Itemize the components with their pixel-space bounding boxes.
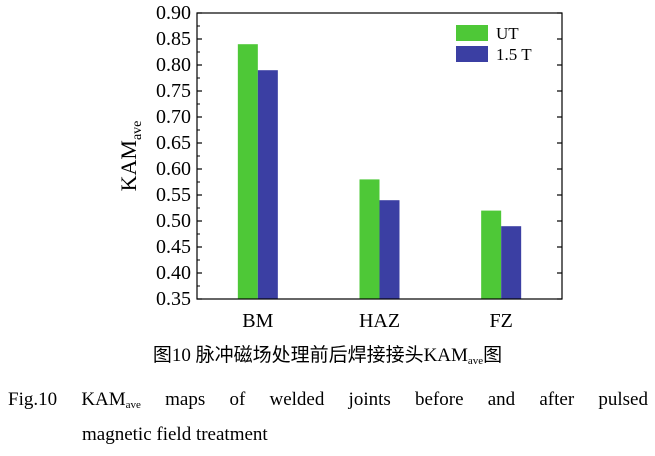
y-tick-label: 0.50 [156, 210, 191, 232]
legend-swatch-1 [456, 25, 488, 41]
caption-word: before [414, 389, 464, 410]
bar-bm-series-1 [237, 44, 258, 300]
legend-label-2: 1.5 T [496, 45, 532, 64]
bar-fz-series-1 [481, 210, 502, 299]
caption-en-line-1: Fig.10 KAMave maps of welded joints befo… [8, 385, 648, 420]
caption-word: welded [269, 389, 325, 410]
y-tick-label: 0.90 [156, 2, 191, 24]
y-tick-label: 0.55 [156, 184, 191, 206]
x-tick-label: FZ [489, 310, 512, 332]
caption-word: of [229, 389, 246, 410]
caption-en-subscript: ave [125, 399, 141, 411]
caption-word: maps [165, 389, 206, 410]
figure-caption-chinese: 图10 脉冲磁场处理前后焊接接头KAMave图 [0, 343, 655, 374]
legend-swatch-2 [456, 46, 488, 62]
caption-word: after [539, 389, 575, 410]
bar-fz-series-2 [501, 226, 522, 299]
bar-chart: BM HAZ FZ 0.35 0.40 0.45 0.50 0.55 0.60 0.65 0.70 0… [116, 2, 563, 332]
y-tick-label: 0.60 [156, 158, 191, 180]
caption-word: pulsed [598, 389, 648, 410]
y-tick-label: 0.35 [156, 288, 191, 310]
y-tick-label: 0.65 [156, 132, 191, 154]
caption-word: and [487, 389, 516, 410]
bar-bm-series-2 [257, 70, 278, 299]
x-tick-label: BM [242, 310, 273, 332]
caption-word: Fig.10 [8, 389, 58, 410]
y-tick-label: 0.75 [156, 80, 191, 102]
y-tick-label: 0.70 [156, 106, 191, 128]
caption-cn-text: 图10 脉冲磁场处理前后焊接接头KAM [152, 345, 468, 366]
y-tick-label: 0.40 [156, 262, 191, 284]
x-tick-label: HAZ [359, 310, 400, 332]
bar-haz-series-1 [359, 179, 380, 299]
caption-word: KAMave [81, 389, 141, 411]
y-tick-label: 0.45 [156, 236, 191, 258]
caption-word: joints [348, 389, 391, 410]
legend-label-1: UT [496, 24, 519, 43]
bar-haz-series-2 [379, 200, 400, 299]
y-tick-label: 0.85 [156, 28, 191, 50]
y-axis-label: KAMave [116, 121, 145, 192]
figure-caption-english: Fig.10 KAMave maps of welded joints befo… [8, 385, 648, 450]
caption-cn-suffix: 图 [483, 345, 503, 366]
y-tick-label: 0.80 [156, 54, 191, 76]
caption-cn-subscript: ave [467, 355, 484, 367]
caption-en-line-2: magnetic field treatment [82, 424, 268, 445]
